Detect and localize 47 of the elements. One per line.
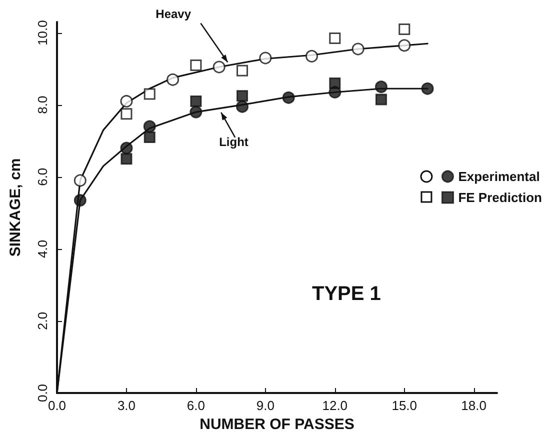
y-tick-label: 10.0: [35, 20, 50, 46]
point: [374, 80, 388, 94]
x-tick-label: 18.0: [461, 398, 486, 413]
point: [74, 174, 86, 187]
point: [259, 52, 272, 64]
x-tick-label: 12.0: [322, 398, 348, 413]
point: [190, 59, 202, 71]
x-tick-label: 15.0: [392, 398, 418, 413]
point: [74, 194, 86, 207]
x-tick-label: 9.0: [256, 398, 274, 413]
point: [190, 95, 202, 107]
point: [306, 50, 318, 62]
point: [236, 100, 249, 113]
point: [144, 132, 156, 144]
annotation: TYPE 1: [312, 283, 381, 306]
x-tick-label: 3.0: [117, 398, 136, 413]
point: [421, 82, 434, 95]
point: [120, 142, 133, 154]
point: [329, 77, 341, 89]
point: [190, 106, 202, 118]
point: [166, 73, 180, 86]
point: [120, 94, 133, 108]
point: [398, 39, 411, 52]
point: [143, 120, 156, 133]
x-tick-label: 6.0: [186, 398, 205, 413]
point: [236, 90, 248, 102]
point: [212, 60, 226, 74]
y-tick-label: 4.0: [35, 240, 50, 258]
annotation: Heavy: [156, 7, 192, 22]
y-tick-label: 2.0: [35, 312, 50, 330]
annotation: Light: [219, 135, 248, 150]
point: [375, 94, 387, 106]
point: [282, 91, 295, 104]
point: [120, 153, 132, 165]
legend-label: Experimental: [458, 169, 540, 184]
legend-label: FE Prediction: [458, 190, 542, 205]
y-tick-label: 6.0: [35, 168, 50, 186]
y-axis-title: SINKAGE, cm: [7, 158, 24, 257]
x-tick-label: 0.0: [48, 398, 66, 413]
point: [352, 42, 364, 56]
point: [120, 108, 132, 120]
x-axis-title: NUMBER OF PASSES: [200, 416, 354, 433]
point: [236, 64, 248, 76]
point: [398, 23, 410, 35]
y-tick-label: 8.0: [35, 96, 50, 114]
point: [144, 88, 156, 100]
point: [329, 32, 341, 44]
